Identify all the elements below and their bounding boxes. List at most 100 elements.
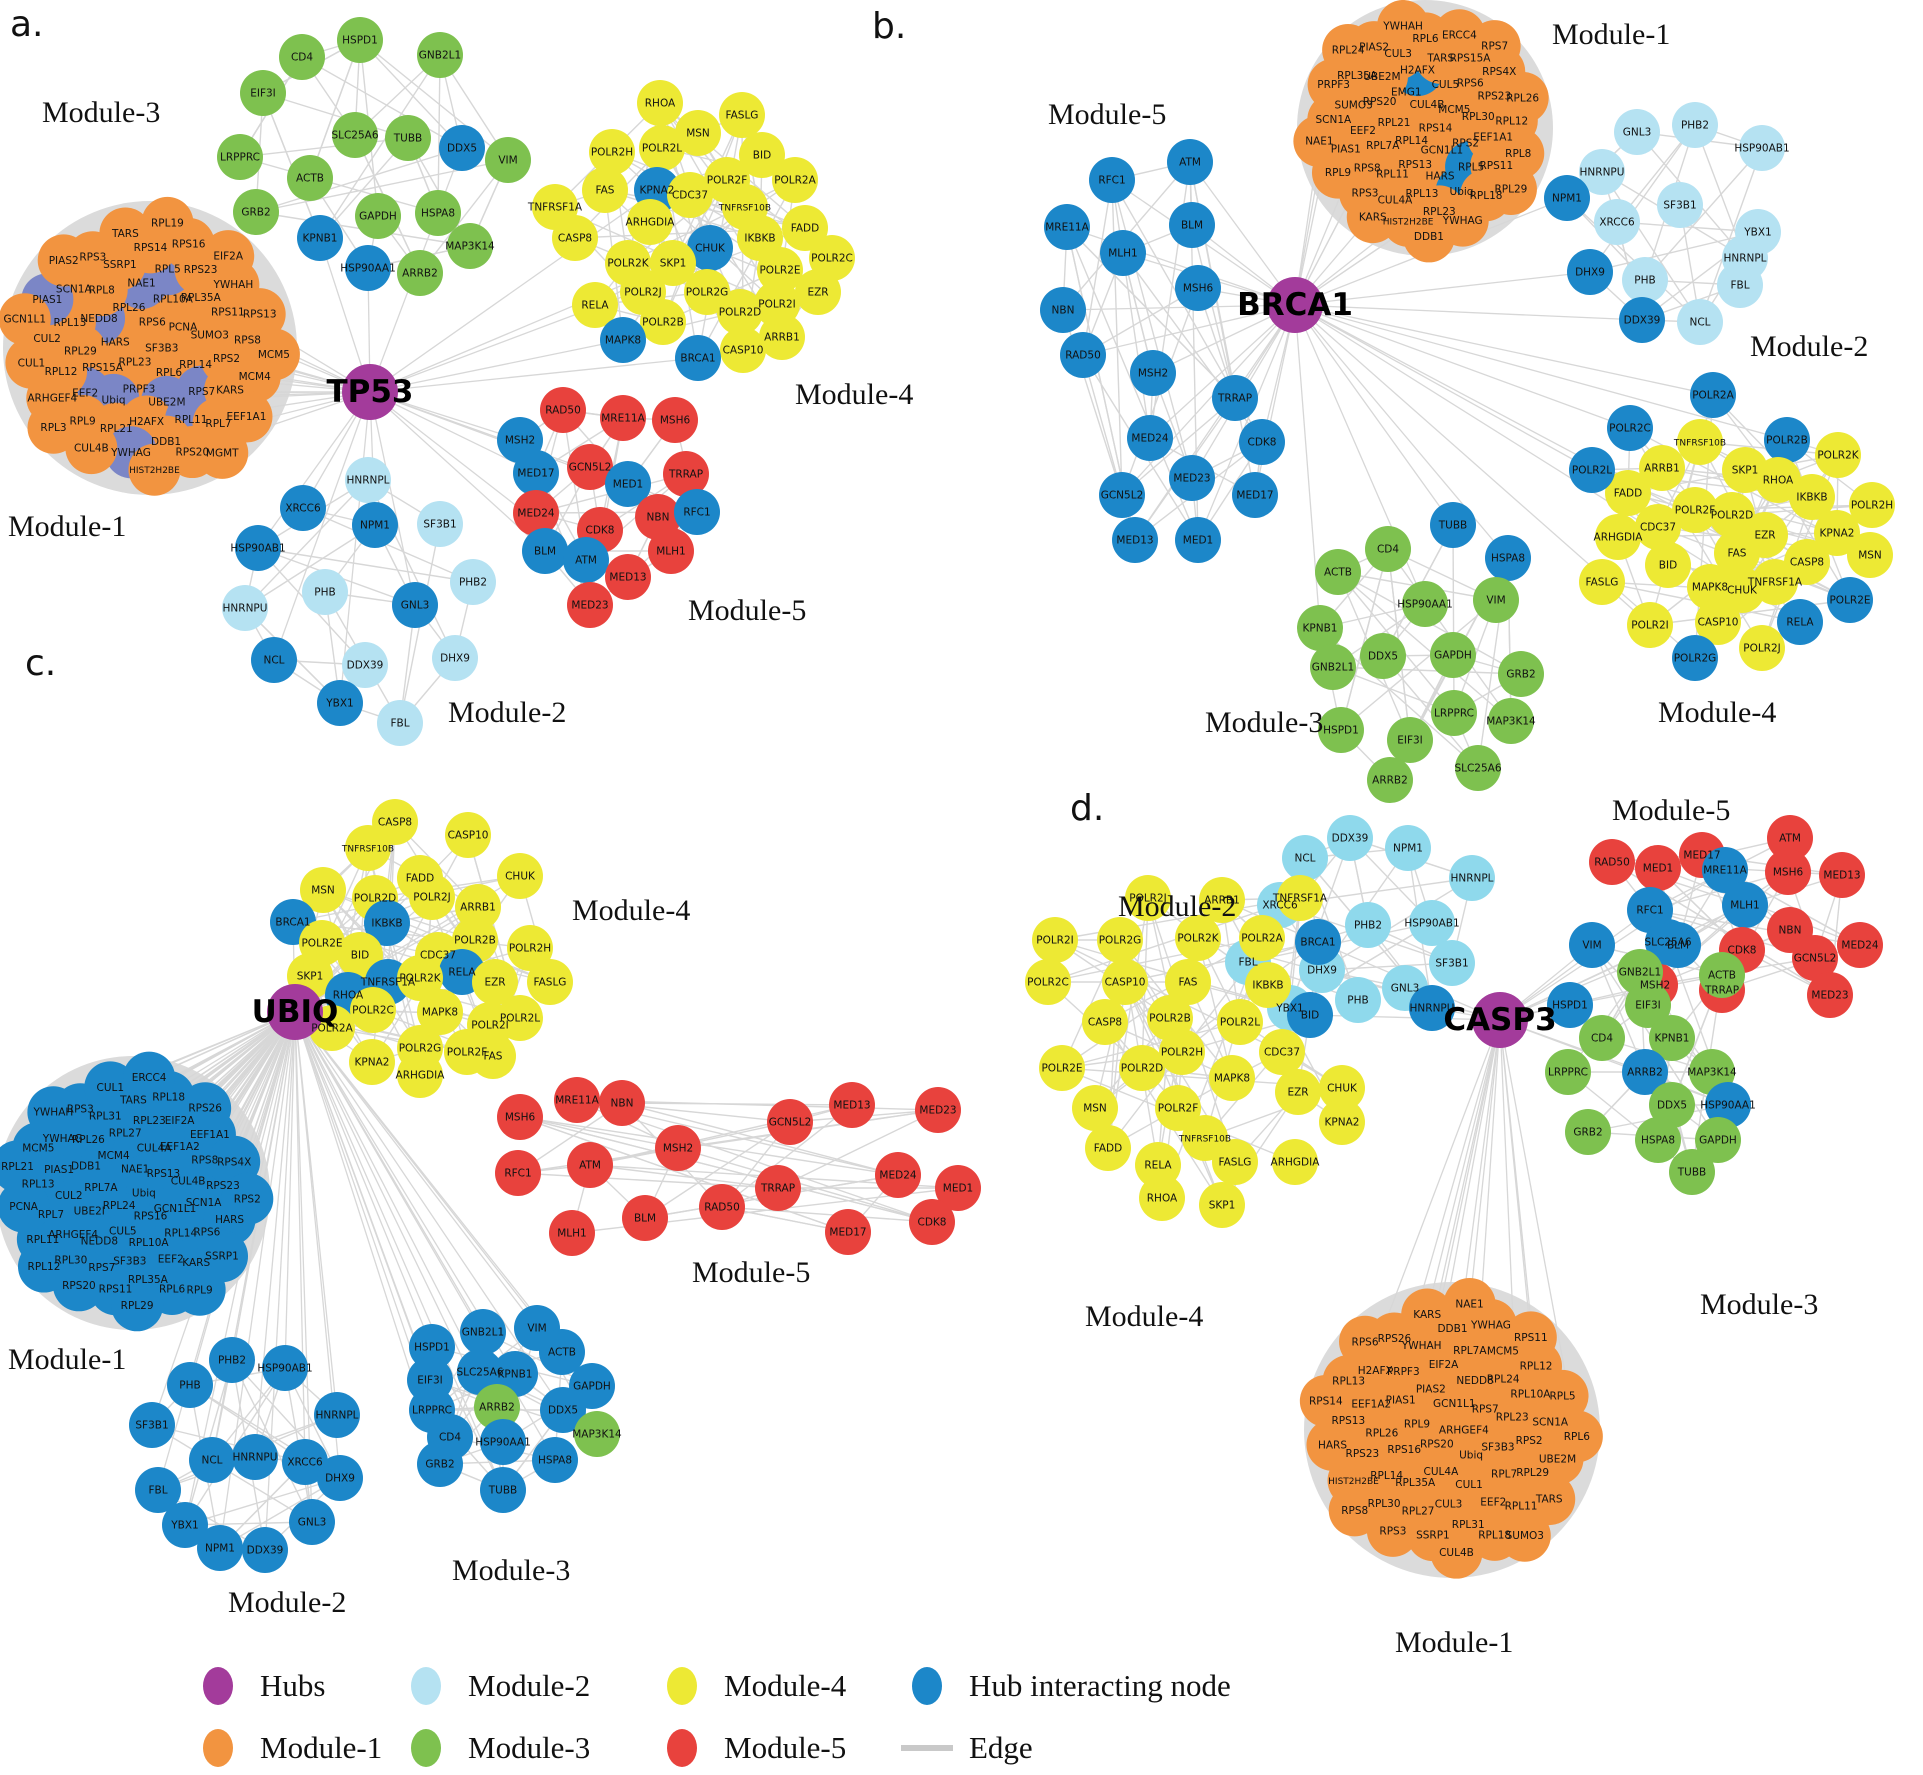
node-NCL[interactable] xyxy=(251,637,297,683)
node-POLR2F[interactable] xyxy=(1155,1085,1201,1131)
node-ARRB2[interactable] xyxy=(1622,1049,1668,1095)
node-GAPDH[interactable] xyxy=(1695,1117,1741,1163)
node-POLR2D[interactable] xyxy=(717,289,763,335)
node-POLR2L[interactable] xyxy=(1569,447,1615,493)
node-PCNA[interactable] xyxy=(0,1180,50,1233)
node-RPL29[interactable] xyxy=(111,1279,164,1332)
node-POLR2D[interactable] xyxy=(1709,492,1755,538)
node-CDC37[interactable] xyxy=(1259,1029,1305,1075)
node-RPL5[interactable] xyxy=(1536,1369,1589,1422)
node-ARHGDIA[interactable] xyxy=(1595,514,1641,560)
node-MED13[interactable] xyxy=(605,554,651,600)
node-CDK8[interactable] xyxy=(1239,419,1285,465)
node-HSP90AA1[interactable] xyxy=(1402,581,1448,627)
node-EZR[interactable] xyxy=(1275,1069,1321,1115)
node-MED17[interactable] xyxy=(1232,472,1278,518)
node-RPS26[interactable] xyxy=(179,1082,232,1135)
node-MLH1[interactable] xyxy=(1100,230,1146,276)
node-ERCC4[interactable] xyxy=(123,1051,176,1104)
node-DHX9[interactable] xyxy=(317,1455,363,1501)
node-RPL21[interactable] xyxy=(0,1140,44,1193)
node-YBX1[interactable] xyxy=(317,680,363,726)
node-ARHGDIA[interactable] xyxy=(397,1052,443,1098)
node-EZR[interactable] xyxy=(472,959,518,1005)
node-POLR2E[interactable] xyxy=(757,247,803,293)
node-IKBKB[interactable] xyxy=(1245,962,1291,1008)
node-IKBKB[interactable] xyxy=(364,900,410,946)
node-VIM[interactable] xyxy=(1569,922,1615,968)
node-TARS[interactable] xyxy=(1523,1473,1576,1526)
node-HSPA8[interactable] xyxy=(532,1437,578,1483)
node-DDX5[interactable] xyxy=(540,1387,586,1433)
node-CHUK[interactable] xyxy=(497,853,543,899)
node-MSH6[interactable] xyxy=(1175,265,1221,311)
node-MRE11A[interactable] xyxy=(600,395,646,441)
node-TRRAP[interactable] xyxy=(1212,375,1258,421)
node-MED24[interactable] xyxy=(513,490,559,536)
node-GAPDH[interactable] xyxy=(1430,632,1476,678)
node-HSPA8[interactable] xyxy=(1485,535,1531,581)
node-HSPD1[interactable] xyxy=(1547,982,1593,1028)
node-RPL3[interactable] xyxy=(27,401,80,454)
node-RHOA[interactable] xyxy=(1139,1175,1185,1221)
node-POLR2C[interactable] xyxy=(1607,405,1653,451)
node-MLH1[interactable] xyxy=(549,1210,595,1256)
node-PHB[interactable] xyxy=(1335,977,1381,1023)
node-MED23[interactable] xyxy=(1169,455,1215,501)
node-SF3B1[interactable] xyxy=(417,501,463,547)
node-FAS[interactable] xyxy=(470,1033,516,1079)
node-HNRNPU[interactable] xyxy=(222,585,268,631)
node-SLC25A6[interactable] xyxy=(1455,745,1501,791)
node-RPS13[interactable] xyxy=(233,288,286,341)
node-TNFRSF10B[interactable] xyxy=(345,825,391,871)
node-HIST2H2BE[interactable] xyxy=(128,443,181,496)
node-MED1[interactable] xyxy=(935,1165,981,1211)
node-MED1[interactable] xyxy=(1635,845,1681,891)
node-RHOA[interactable] xyxy=(1755,457,1801,503)
node-MED1[interactable] xyxy=(1175,517,1221,563)
node-CASP8[interactable] xyxy=(1082,999,1128,1045)
node-NCL[interactable] xyxy=(1677,299,1723,345)
node-RPL19[interactable] xyxy=(141,196,194,249)
node-KPNB1[interactable] xyxy=(297,215,343,261)
node-CDC37[interactable] xyxy=(667,172,713,218)
node-KARS[interactable] xyxy=(1401,1288,1454,1341)
node-HNRNPL[interactable] xyxy=(1449,855,1495,901)
node-RPL24[interactable] xyxy=(1322,24,1375,77)
node-MED23[interactable] xyxy=(915,1087,961,1133)
node-MLH1[interactable] xyxy=(648,528,694,574)
node-KPNB1[interactable] xyxy=(1297,605,1343,651)
node-RAD50[interactable] xyxy=(540,387,586,433)
node-XRCC6[interactable] xyxy=(1594,199,1640,245)
node-HSPA8[interactable] xyxy=(415,190,461,236)
node-RPL12[interactable] xyxy=(17,1240,70,1293)
node-XRCC6[interactable] xyxy=(280,485,326,531)
node-HSP90AA1[interactable] xyxy=(480,1419,526,1465)
node-GCN5L2[interactable] xyxy=(567,444,613,490)
node-FADD[interactable] xyxy=(782,205,828,251)
node-PHB2[interactable] xyxy=(1672,102,1718,148)
node-HSP90AA1[interactable] xyxy=(1705,1082,1751,1128)
node-EIF3I[interactable] xyxy=(240,70,286,116)
node-MAPK8[interactable] xyxy=(600,317,646,363)
node-HNRNPU[interactable] xyxy=(1409,985,1455,1031)
node-RELA[interactable] xyxy=(572,282,618,328)
node-VIM[interactable] xyxy=(485,137,531,183)
node-EIF3I[interactable] xyxy=(1625,982,1671,1028)
node-HSP90AB1[interactable] xyxy=(235,525,281,571)
node-NPM1[interactable] xyxy=(1544,175,1590,221)
node-HNRNPU[interactable] xyxy=(232,1434,278,1480)
node-ACTB[interactable] xyxy=(1699,952,1745,998)
node-PHB[interactable] xyxy=(167,1362,213,1408)
node-ARRB1[interactable] xyxy=(1199,877,1245,923)
node-RPS6[interactable] xyxy=(1339,1315,1392,1368)
node-SF3B1[interactable] xyxy=(129,1402,175,1448)
node-LRPPRC[interactable] xyxy=(217,134,263,180)
node-MSH2[interactable] xyxy=(655,1125,701,1171)
node-ARRB1[interactable] xyxy=(455,884,501,930)
node-FADD[interactable] xyxy=(1605,470,1651,516)
hub-CASP3[interactable] xyxy=(1472,992,1528,1048)
node-HSPA8[interactable] xyxy=(1635,1117,1681,1163)
node-TUBB[interactable] xyxy=(1669,1149,1715,1195)
node-GCN5L2[interactable] xyxy=(767,1099,813,1145)
